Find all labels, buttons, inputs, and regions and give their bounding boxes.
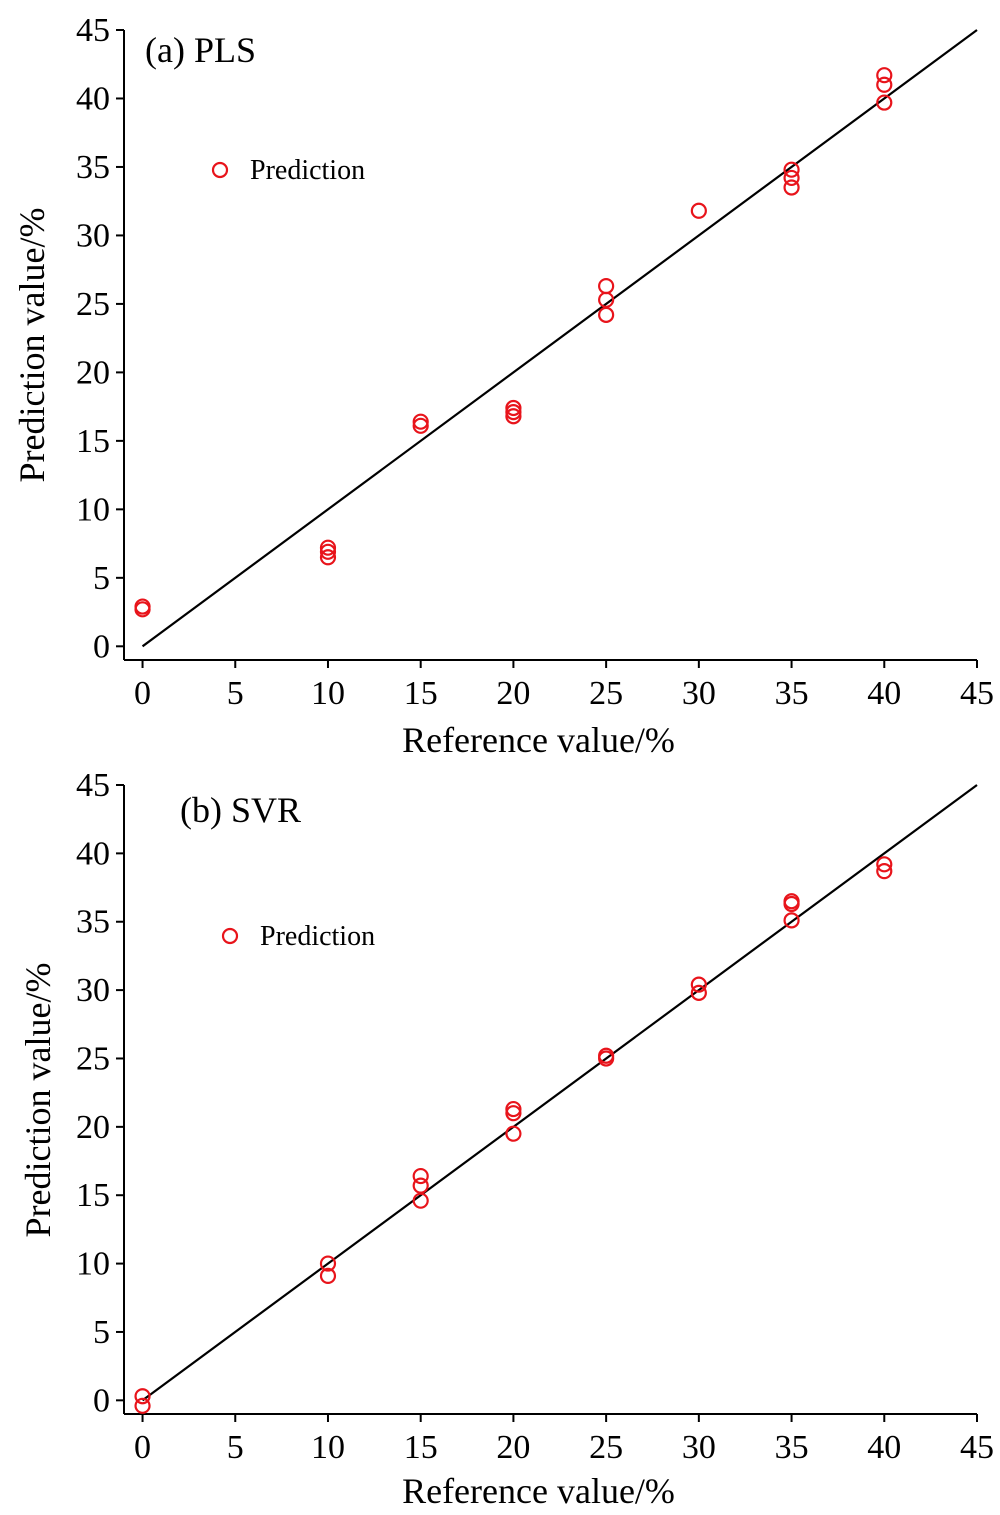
x-axis-title: Reference value/% (402, 1471, 675, 1511)
data-point (690, 202, 707, 219)
x-tick-label: 30 (682, 675, 716, 712)
data-point (505, 408, 522, 425)
x-axis-title: Reference value/% (402, 720, 675, 760)
x-tick-label: 0 (134, 675, 151, 712)
y-tick-label: 0 (93, 1382, 110, 1419)
data-point (783, 912, 800, 929)
data-point (134, 1388, 151, 1405)
x-tick-label: 20 (496, 675, 530, 712)
data-point (876, 863, 893, 880)
legend-marker (211, 161, 229, 179)
y-tick-label: 10 (76, 491, 110, 528)
y-axis-title: Prediction value/% (12, 208, 52, 483)
data-point (876, 856, 893, 873)
y-tick-label: 15 (76, 423, 110, 460)
y-tick-label: 30 (76, 972, 110, 1009)
x-tick-label: 35 (775, 675, 809, 712)
data-point (783, 169, 800, 187)
chart-title: (a) PLS (145, 30, 256, 70)
y-tick-label: 20 (76, 1109, 110, 1146)
x-tick-label: 40 (867, 1429, 901, 1466)
x-tick-label: 40 (867, 675, 901, 712)
y-tick-label: 35 (76, 904, 110, 941)
data-point (876, 67, 893, 84)
y-axis-title: Prediction value/% (18, 963, 58, 1238)
y-tick-label: 35 (76, 149, 110, 186)
data-point (412, 413, 429, 430)
data-point (598, 278, 615, 295)
data-point (319, 1267, 337, 1284)
data-point (505, 1105, 522, 1122)
x-tick-label: 45 (960, 1429, 994, 1466)
panel-b-svr: 0 5 10 15 20 25 30 35 40 45 0 5 10 15 20 25 30 35 40 45 Refe… (18, 767, 994, 1511)
x-tick-label: 10 (311, 1429, 345, 1466)
y-tick-label: 25 (76, 1040, 110, 1077)
data-point (783, 179, 800, 196)
data-point (412, 417, 429, 434)
data-point (876, 76, 893, 93)
x-tick-label: 30 (682, 1429, 716, 1466)
y-tick-label: 30 (76, 217, 110, 254)
data-point (783, 893, 800, 910)
data-point (319, 543, 337, 560)
data-point (319, 539, 337, 556)
data-point (319, 1255, 337, 1272)
data-point (412, 1177, 429, 1194)
data-point (876, 94, 893, 111)
panel-a-pls: 0 5 10 15 20 25 30 35 40 45 0 5 10 15 20 25 30 35 40 45 Refe… (12, 12, 994, 760)
legend-label: Prediction (250, 155, 365, 186)
x-tick-label: 25 (589, 1429, 623, 1466)
data-point (783, 161, 800, 178)
reference-line (141, 29, 978, 648)
reference-line (141, 784, 978, 1402)
data-point (412, 1167, 429, 1185)
x-tick-label: 5 (227, 1429, 244, 1466)
data-point (505, 404, 522, 421)
data-point (319, 549, 337, 566)
y-tick-label: 25 (76, 286, 110, 323)
data-point (505, 399, 522, 417)
x-tick-label: 0 (134, 1429, 151, 1466)
data-point (505, 1100, 522, 1118)
data-point (505, 1125, 522, 1142)
data-point (134, 598, 151, 615)
y-tick-label: 40 (76, 80, 110, 117)
data-point (598, 306, 615, 323)
y-tick-label: 0 (93, 628, 110, 665)
x-tick-label: 35 (775, 1429, 809, 1466)
x-tick-label: 10 (311, 675, 345, 712)
legend-marker (221, 927, 239, 945)
data-point (690, 984, 707, 1001)
y-tick-label: 5 (93, 1314, 110, 1351)
data-point (134, 1397, 151, 1414)
y-tick-label: 40 (76, 835, 110, 872)
x-tick-label: 45 (960, 675, 994, 712)
y-tick-label: 45 (76, 767, 110, 804)
x-tick-label: 25 (589, 675, 623, 712)
x-tick-label: 15 (404, 675, 438, 712)
data-point (690, 976, 707, 993)
y-tick-label: 10 (76, 1246, 110, 1283)
y-tick-label: 5 (93, 560, 110, 597)
data-point (598, 1047, 615, 1064)
x-tick-label: 5 (227, 675, 244, 712)
x-tick-label: 20 (496, 1429, 530, 1466)
x-tick-label: 15 (404, 1429, 438, 1466)
chart-title: (b) SVR (180, 790, 301, 830)
y-tick-label: 20 (76, 354, 110, 391)
legend-label: Prediction (260, 921, 375, 952)
y-tick-label: 45 (76, 12, 110, 49)
y-tick-label: 15 (76, 1177, 110, 1214)
